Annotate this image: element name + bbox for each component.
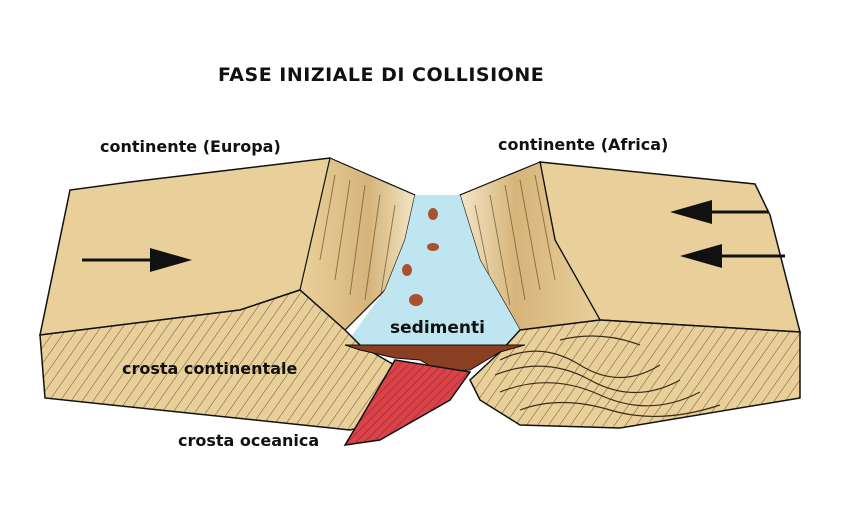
africa-folds (494, 335, 721, 418)
sediment-particles (402, 208, 439, 306)
label-sediments: sedimenti (390, 318, 485, 338)
europe-motion-arrow (82, 248, 192, 272)
africa-motion-arrow-upper (670, 200, 768, 224)
label-continental-crust: crosta continentale (122, 359, 298, 378)
label-continent-europe: continente (Europa) (100, 137, 281, 156)
ocean-basin (345, 195, 525, 345)
africa-crust-face (469, 319, 801, 429)
diagram-title: FASE INIZIALE DI COLLISIONE (218, 64, 545, 86)
europe-crust-face (39, 289, 422, 431)
label-oceanic-crust: crosta oceanica (178, 431, 320, 450)
africa-motion-arrow-lower (680, 244, 785, 268)
label-continent-africa: continente (Africa) (498, 135, 669, 154)
oceanic-crust-slab (343, 359, 472, 446)
europe-ridge-lines (319, 174, 396, 301)
